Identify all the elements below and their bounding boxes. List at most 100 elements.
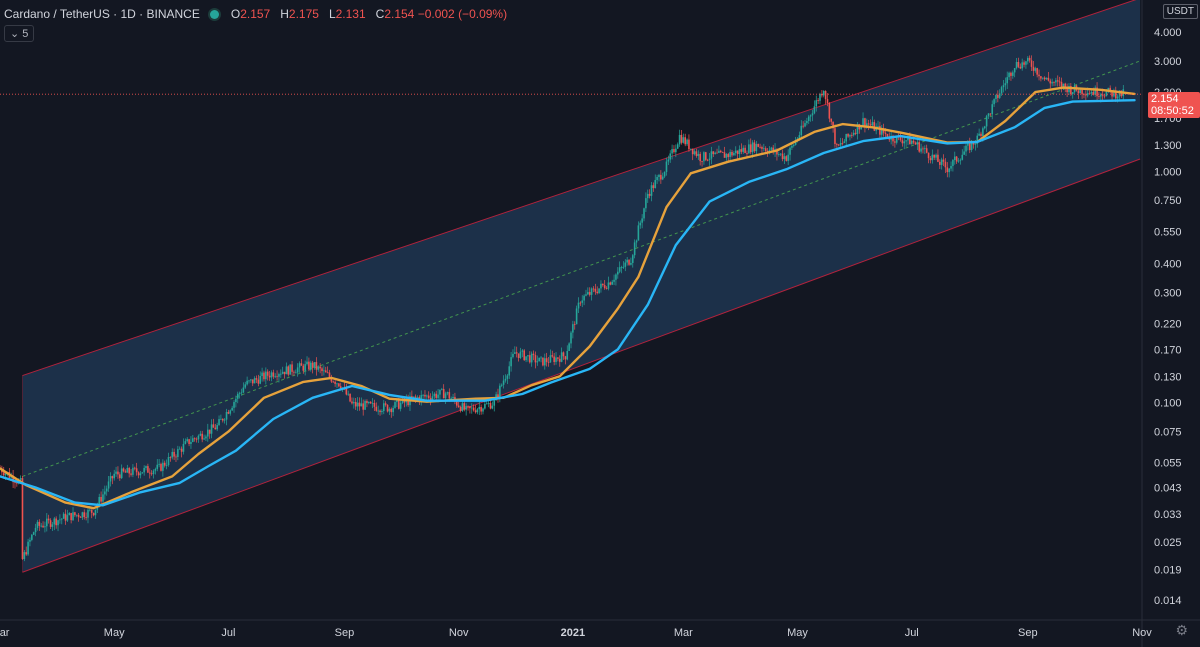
- candle-body: [667, 159, 670, 162]
- candle-body: [594, 288, 597, 292]
- candle-body: [620, 267, 623, 268]
- candle-body: [678, 134, 681, 145]
- candle-body: [817, 100, 819, 102]
- candle-body: [360, 403, 363, 407]
- candle-body: [506, 375, 509, 379]
- candle-body: [53, 518, 56, 525]
- candle-body: [1028, 57, 1031, 61]
- candle-body: [68, 513, 71, 516]
- candle-body: [845, 133, 848, 142]
- candle-body: [465, 406, 467, 410]
- price-tick-label: 0.055: [1154, 458, 1182, 470]
- candle-body: [1036, 68, 1038, 75]
- candle-body: [742, 147, 745, 152]
- candle-body: [59, 519, 61, 521]
- candle-body: [562, 352, 565, 357]
- candle-body: [148, 472, 151, 474]
- candle-body: [1043, 77, 1046, 80]
- price-tick-label: 0.170: [1154, 344, 1182, 356]
- candle-body: [989, 113, 992, 115]
- price-tick-label: 0.300: [1154, 287, 1182, 299]
- candle-body: [871, 122, 874, 126]
- candle-body: [946, 167, 949, 173]
- candle-body: [411, 396, 413, 399]
- candle-body: [961, 154, 964, 160]
- candle-body: [437, 394, 439, 398]
- candle-body: [175, 456, 177, 458]
- candle-body: [152, 470, 155, 475]
- candle-body: [836, 143, 838, 145]
- candle-body: [1100, 94, 1102, 97]
- currency-unit-label[interactable]: USDT: [1162, 4, 1198, 19]
- candle-body: [587, 292, 589, 295]
- candle-body: [338, 383, 340, 387]
- candle-body: [169, 457, 172, 458]
- candle-body: [72, 512, 74, 521]
- candle-body: [197, 435, 200, 440]
- candle-body: [57, 520, 59, 526]
- candle-body: [1064, 83, 1067, 87]
- candle-body: [860, 125, 862, 130]
- close-label: C: [375, 7, 385, 21]
- candle-body: [210, 424, 213, 434]
- candle-body: [70, 513, 72, 521]
- candle-body: [1092, 91, 1095, 95]
- candle-body: [467, 406, 469, 407]
- candle-body: [487, 403, 490, 404]
- candle-body: [349, 393, 351, 402]
- time-axis-panel: [0, 620, 1200, 647]
- candle-body: [529, 355, 531, 363]
- candle-body: [918, 142, 921, 152]
- candle-body: [216, 425, 218, 430]
- candle-body: [658, 174, 660, 178]
- indicators-toggle-button[interactable]: ⌄ 5: [4, 25, 35, 42]
- candle-body: [675, 148, 677, 153]
- candle-body: [1098, 96, 1100, 98]
- candle-body: [188, 439, 190, 444]
- price-tick-label: 0.220: [1154, 318, 1182, 330]
- candle-body: [841, 142, 844, 144]
- candle-body: [364, 400, 366, 410]
- candle-body: [29, 539, 31, 542]
- candle-body: [697, 153, 700, 156]
- candle-body: [650, 185, 653, 196]
- candle-body: [485, 403, 488, 405]
- candle-body: [180, 448, 183, 452]
- candle-body: [922, 148, 924, 150]
- candle-body: [474, 410, 477, 413]
- candle-body: [1000, 87, 1003, 94]
- candle-body: [514, 352, 516, 354]
- candle-body: [373, 402, 376, 407]
- channel-midline: [22, 60, 1141, 477]
- candle-body: [577, 302, 580, 309]
- candle-body: [444, 393, 447, 399]
- candle-body: [323, 370, 325, 372]
- candle-body: [218, 419, 220, 426]
- candle-body: [163, 462, 166, 466]
- settings-gear-icon[interactable]: ⚙: [1175, 622, 1188, 638]
- candle-body: [186, 439, 189, 442]
- candle-body: [583, 295, 585, 301]
- candle-body: [997, 94, 999, 98]
- candle-body: [985, 116, 988, 127]
- candle-body: [974, 143, 977, 145]
- candle-body: [884, 132, 887, 134]
- candle-body: [1027, 57, 1029, 62]
- candle-body: [939, 161, 941, 165]
- candle-body: [551, 355, 554, 357]
- candle-body: [255, 378, 258, 380]
- candle-body: [55, 518, 57, 526]
- candle-body: [83, 512, 86, 518]
- candle-body: [515, 352, 518, 354]
- candle-body: [382, 403, 385, 412]
- candle-body: [315, 362, 318, 370]
- candle-body: [849, 135, 851, 137]
- candle-body: [113, 473, 115, 479]
- candle-body: [764, 148, 767, 151]
- candle-body: [549, 355, 552, 363]
- symbol-title[interactable]: Cardano / TetherUS · 1D · BINANCE: [4, 7, 200, 21]
- candle-body: [646, 193, 649, 199]
- channel-lower-line: [22, 158, 1141, 573]
- moving-average-line-2: [0, 99, 1136, 507]
